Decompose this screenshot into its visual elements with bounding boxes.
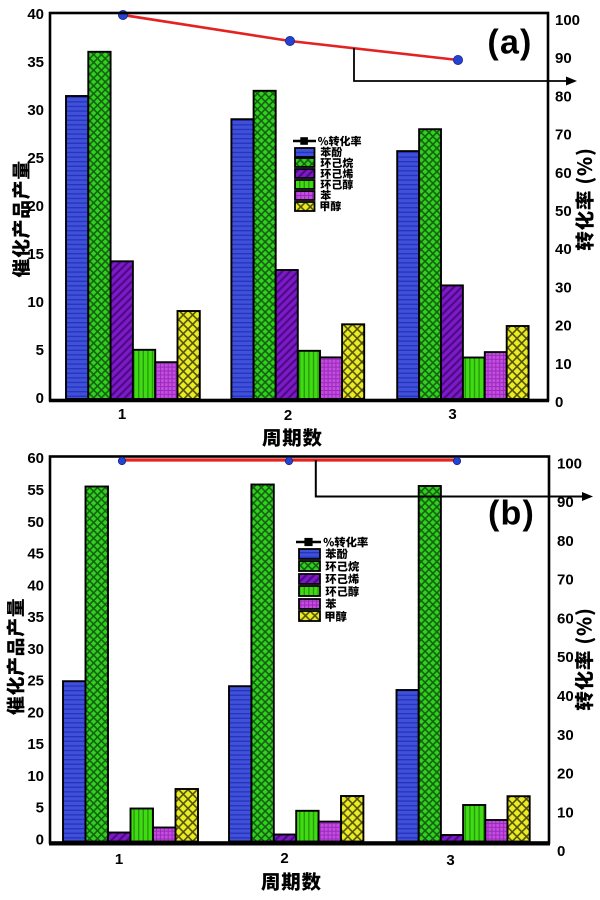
svg-text:40: 40 bbox=[27, 6, 44, 23]
svg-text:15: 15 bbox=[27, 246, 44, 263]
svg-text:3: 3 bbox=[448, 406, 456, 423]
svg-text:55: 55 bbox=[27, 482, 44, 499]
svg-text:10: 10 bbox=[555, 356, 572, 373]
svg-text:60: 60 bbox=[27, 450, 44, 467]
svg-text:10: 10 bbox=[557, 804, 574, 821]
svg-text:0: 0 bbox=[555, 394, 563, 411]
svg-text:20: 20 bbox=[27, 198, 44, 215]
svg-text:1: 1 bbox=[118, 406, 126, 423]
svg-text:2: 2 bbox=[280, 850, 288, 867]
svg-text:25: 25 bbox=[27, 673, 44, 690]
svg-text:30: 30 bbox=[555, 279, 572, 296]
svg-text:25: 25 bbox=[27, 150, 44, 167]
svg-text:80: 80 bbox=[557, 533, 574, 550]
svg-text:50: 50 bbox=[557, 649, 574, 666]
svg-text:50: 50 bbox=[555, 203, 572, 220]
svg-text:80: 80 bbox=[555, 88, 572, 105]
svg-text:35: 35 bbox=[27, 54, 44, 71]
svg-text:10: 10 bbox=[27, 768, 44, 785]
svg-text:90: 90 bbox=[555, 50, 572, 67]
svg-text:30: 30 bbox=[557, 727, 574, 744]
svg-text:60: 60 bbox=[555, 165, 572, 182]
svg-text:1: 1 bbox=[115, 851, 123, 868]
svg-text:90: 90 bbox=[557, 494, 574, 511]
svg-text:20: 20 bbox=[555, 318, 572, 335]
svg-text:45: 45 bbox=[27, 546, 44, 563]
svg-text:(b): (b) bbox=[488, 495, 535, 533]
svg-text:5: 5 bbox=[36, 800, 44, 817]
svg-text:30: 30 bbox=[27, 102, 44, 119]
svg-text:100: 100 bbox=[557, 455, 582, 472]
svg-text:70: 70 bbox=[555, 127, 572, 144]
svg-text:0: 0 bbox=[36, 390, 44, 407]
svg-text:40: 40 bbox=[555, 241, 572, 258]
svg-text:3: 3 bbox=[446, 852, 454, 869]
svg-text:50: 50 bbox=[27, 514, 44, 531]
svg-text:20: 20 bbox=[557, 766, 574, 783]
svg-text:15: 15 bbox=[27, 736, 44, 753]
svg-text:5: 5 bbox=[36, 342, 44, 359]
svg-text:2: 2 bbox=[284, 407, 292, 424]
svg-text:(a): (a) bbox=[487, 24, 532, 62]
svg-text:35: 35 bbox=[27, 609, 44, 626]
svg-text:0: 0 bbox=[557, 843, 565, 860]
svg-text:100: 100 bbox=[555, 12, 580, 29]
svg-text:20: 20 bbox=[27, 704, 44, 721]
svg-text:70: 70 bbox=[557, 572, 574, 589]
svg-text:40: 40 bbox=[27, 577, 44, 594]
svg-text:60: 60 bbox=[557, 611, 574, 628]
svg-text:40: 40 bbox=[557, 688, 574, 705]
svg-text:0: 0 bbox=[36, 832, 44, 849]
svg-text:30: 30 bbox=[27, 641, 44, 658]
svg-text:10: 10 bbox=[27, 294, 44, 311]
